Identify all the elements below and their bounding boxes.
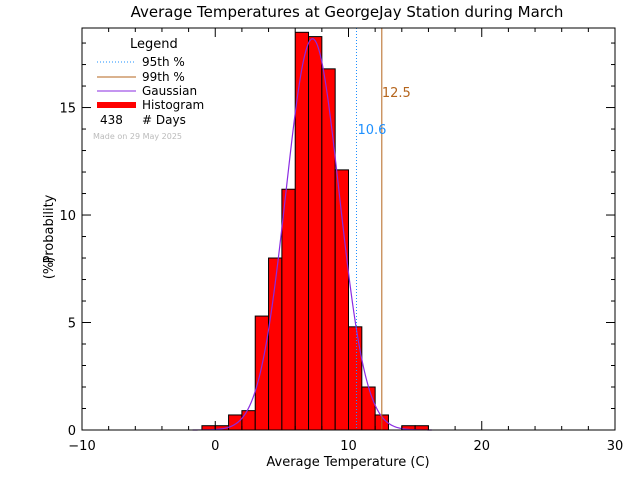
- histogram-bar: [308, 36, 323, 431]
- x-axis-ticks: −10 0 10 20 30: [68, 28, 623, 454]
- legend-item-histogram: Histogram: [142, 98, 204, 112]
- histogram-bar: [361, 386, 376, 431]
- legend-item-p99: 99th %: [142, 70, 185, 84]
- legend: Legend 95th % 99th % Gaussian Histogram …: [93, 37, 204, 141]
- histogram-bar: [241, 410, 256, 431]
- legend-title: Legend: [130, 37, 178, 52]
- x-tick-label: −10: [68, 439, 95, 454]
- histogram-bar: [281, 188, 296, 431]
- p95-label: 10.6: [357, 123, 386, 138]
- y-tick-label: 10: [59, 209, 76, 224]
- legend-item-p95: 95th %: [142, 55, 185, 69]
- histogram-bar: [294, 31, 310, 431]
- histogram-bar: [228, 414, 243, 431]
- gaussian-curve: [192, 38, 432, 431]
- y-tick-label: 0: [68, 424, 76, 439]
- x-tick-label: 0: [211, 439, 219, 454]
- histogram-bar: [334, 169, 349, 431]
- x-axis-label: Average Temperature (C): [266, 455, 429, 470]
- legend-item-gaussian: Gaussian: [142, 84, 197, 98]
- legend-swatch-histogram: [97, 102, 136, 108]
- x-tick-label: 10: [340, 439, 357, 454]
- histogram-bar: [254, 315, 270, 431]
- p99-label: 12.5: [382, 86, 411, 101]
- histogram-bar: [348, 326, 363, 431]
- x-tick-label: 30: [607, 439, 624, 454]
- y-tick-label: 15: [59, 102, 76, 117]
- y-tick-label: 5: [68, 317, 76, 332]
- made-on-note: Made on 29 May 2025: [93, 132, 182, 141]
- y-axis-label: Probability: [42, 194, 57, 263]
- y-axis-ticks: 0 5 10 15: [59, 42, 615, 439]
- y-axis-unit: (%): [42, 257, 57, 280]
- histogram-bar: [321, 68, 336, 431]
- histogram-bars: [201, 31, 429, 431]
- chart-title: Average Temperatures at GeorgeJay Statio…: [131, 3, 564, 21]
- legend-count-label: # Days: [142, 113, 186, 127]
- x-tick-label: 20: [473, 439, 490, 454]
- legend-count-value: 438: [100, 113, 123, 127]
